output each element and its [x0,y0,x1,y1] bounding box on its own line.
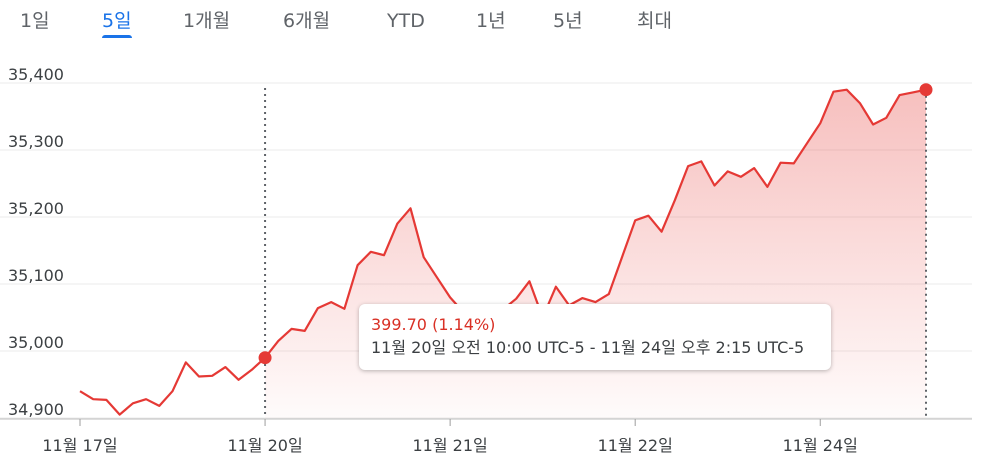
tab-7[interactable]: 5년 [553,10,583,32]
data-point [342,307,346,311]
data-point [845,88,849,92]
tab-6[interactable]: 1년 [476,10,506,32]
data-point [911,90,915,94]
data-point [686,164,690,168]
data-point [144,397,148,401]
x-tick-label: 11월 21일 [413,436,488,455]
data-point [514,297,518,301]
hover-tooltip: 399.70 (1.14%) 11월 20일 오전 10:00 UTC-5 - … [359,304,831,370]
data-point [713,184,717,188]
time-range-tabs: 1일 5일 1개월 6개월 YTD 1년 5년 최대 [0,0,985,44]
data-point [422,255,426,259]
data-point [157,404,161,408]
x-tick-label: 11월 22일 [598,436,673,455]
data-point [673,198,677,202]
data-point [898,93,902,97]
data-point [316,306,320,310]
y-tick-label: 34,900 [8,400,64,419]
data-point [739,175,743,179]
data-point [329,300,333,304]
tooltip-change-value: 399.70 (1.14%) [371,315,496,334]
data-point [369,250,373,254]
data-point [131,401,135,405]
data-point [527,279,531,283]
data-point [223,365,227,369]
data-point [792,161,796,165]
data-point [184,360,188,364]
data-point [805,141,809,145]
data-point [871,123,875,127]
x-axis: 11월 17일 11월 20일 11월 21일 11월 22일 11월 24일 [42,419,858,455]
data-point [752,166,756,170]
x-tick-label: 11월 20일 [227,436,302,455]
data-point [633,218,637,222]
y-tick-label: 35,300 [8,132,64,151]
x-tick-label: 11월 17일 [42,436,117,455]
data-point [858,101,862,105]
data-point [237,378,241,382]
data-point [620,255,624,259]
tab-1[interactable]: 1일 [20,10,50,32]
data-point [448,295,452,299]
data-point [884,116,888,120]
data-point [78,389,82,393]
data-point [382,253,386,257]
data-point [104,398,108,402]
y-tick-label: 35,400 [8,65,64,84]
data-point [210,374,214,378]
data-point [646,214,650,218]
y-tick-label: 35,100 [8,266,64,285]
data-point [435,275,439,279]
tooltip-date-range: 11월 20일 오전 10:00 UTC-5 - 11월 24일 오후 2:15… [371,338,805,357]
data-point [395,222,399,226]
data-point [726,169,730,173]
data-point [765,185,769,189]
y-tick-label: 35,000 [8,333,64,352]
data-point [409,206,413,210]
tab-3[interactable]: 1개월 [183,10,231,32]
x-tick-label: 11월 24일 [783,436,858,455]
data-point [699,159,703,163]
y-axis: 35,400 35,300 35,200 35,100 35,000 34,900 [8,65,64,419]
data-point [303,329,307,333]
data-point [118,413,122,417]
data-point [197,375,201,379]
tab-5[interactable]: YTD [387,10,425,32]
selection-end-marker[interactable] [919,83,933,97]
data-point [779,161,783,165]
tab-4[interactable]: 6개월 [283,10,331,32]
data-point [832,90,836,94]
data-point [660,230,664,234]
data-point [356,263,360,267]
selection-start-marker[interactable] [258,351,272,365]
y-tick-label: 35,200 [8,199,64,218]
data-point [554,285,558,289]
data-point [91,397,95,401]
tab-8[interactable]: 최대 [637,10,672,32]
data-point [818,121,822,125]
tab-2[interactable]: 5일 [102,8,132,38]
data-point [276,339,280,343]
data-point [580,296,584,300]
data-point [607,292,611,296]
data-point [171,389,175,393]
data-point [290,327,294,331]
data-point [250,368,254,372]
